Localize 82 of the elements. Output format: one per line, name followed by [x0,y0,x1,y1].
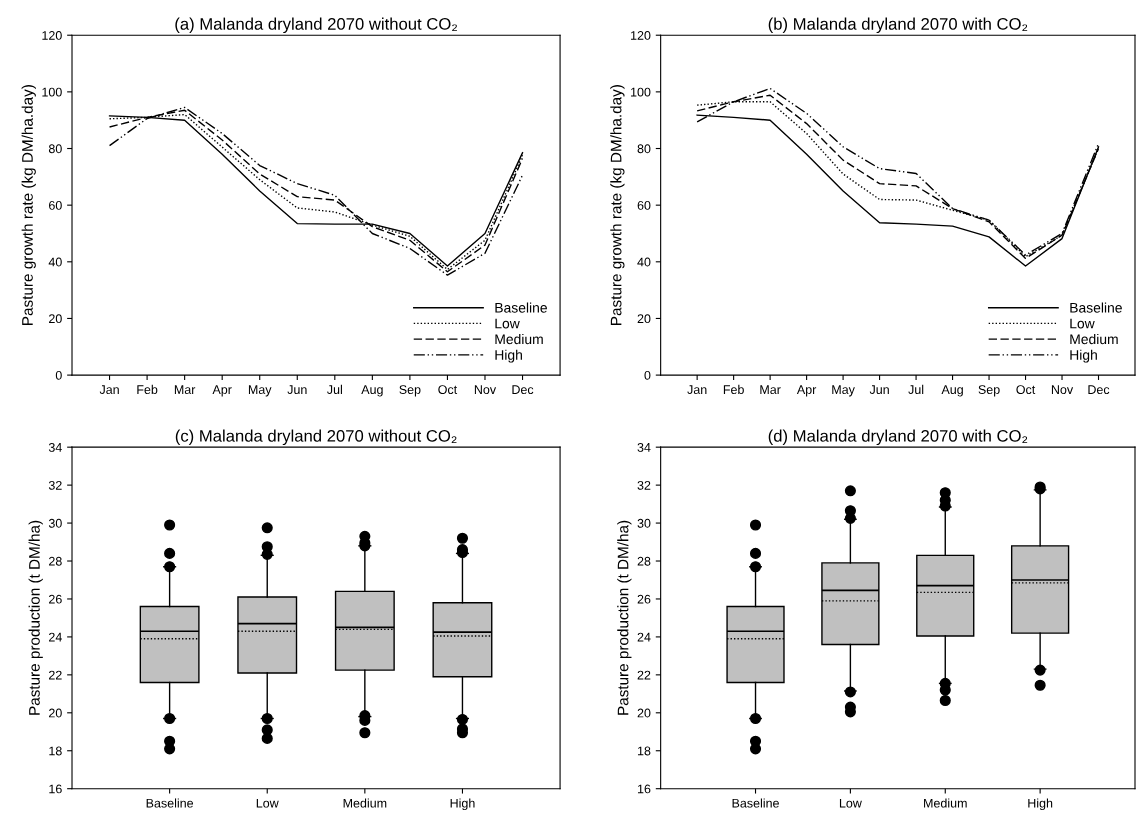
x-tick-label: Low [839,798,862,808]
y-tick-label: 0 [644,370,651,380]
chart-title: (b) Malanda dryland 2070 with CO₂ [768,17,1028,34]
x-tick-label: Dec [512,385,534,395]
legend-label: High [1070,349,1097,363]
y-tick-label: 80 [637,144,651,154]
x-tick-label: Apr [796,385,817,397]
y-tick-label: 34 [637,442,651,452]
x-tick-label: Oct [438,385,458,395]
y-tick-label: 28 [637,556,651,566]
legend-label: Low [1070,318,1095,329]
x-tick-label: High [1028,798,1053,811]
y-tick-label: 60 [637,200,651,210]
y-tick-label: 20 [49,708,62,718]
legend-label: Low [495,318,520,329]
y-tick-label: 20 [49,314,62,324]
y-tick-label: 100 [42,87,62,97]
x-tick-label: Mar [174,385,196,395]
y-tick-label: 32 [48,480,62,490]
y-tick-label: 20 [637,314,651,324]
x-tick-label: Dec [1088,385,1110,395]
x-tick-label: Mar [760,385,781,395]
y-tick-label: 18 [637,746,651,756]
y-tick-label: 120 [631,31,651,40]
x-tick-label: Jan [687,385,707,395]
y-tick-label: 16 [637,784,651,794]
y-tick-label: 16 [49,784,62,794]
legend-label: Medium [1070,333,1118,345]
y-axis-title: Pasture growth rate (kg DM/ha.day) [610,85,625,325]
x-tick-label: May [248,385,272,397]
x-tick-label: Nov [474,385,497,395]
y-axis-title: Pasture growth rate (kg DM/ha.day) [21,85,36,325]
y-tick-label: 0 [55,370,62,380]
y-tick-label: 60 [49,200,62,210]
x-tick-label: Apr [212,385,232,397]
x-tick-label: Jul [327,384,342,395]
y-tick-label: 30 [637,518,651,528]
x-tick-label: Oct [1016,385,1036,395]
y-tick-label: 24 [637,632,651,642]
x-tick-label: May [832,385,855,397]
legend-label: Baseline [495,302,547,313]
y-tick-label: 40 [48,257,62,267]
x-tick-label: Medium [924,798,967,808]
y-tick-label: 40 [637,257,651,267]
y-tick-label: 100 [631,87,651,97]
chart-title: (c) Malanda dryland 2070 without CO₂ [175,429,457,446]
x-tick-label: Baseline [732,798,779,808]
y-axis-title: Pasture production (t DM/ha) [28,520,43,715]
legend-label: Medium [495,333,543,345]
y-tick-label: 80 [48,144,62,154]
y-tick-label: 120 [42,31,62,40]
y-tick-label: 18 [49,746,62,756]
y-tick-label: 24 [49,632,62,642]
y-tick-label: 26 [49,594,62,604]
x-tick-label: Baseline [146,798,194,808]
x-tick-label: Nov [1051,385,1074,395]
y-tick-label: 34 [48,442,62,452]
y-tick-label: 26 [637,594,651,604]
x-tick-label: Aug [941,385,963,397]
y-tick-label: 20 [637,708,651,718]
legend-label: High [495,349,522,363]
x-tick-label: Medium [343,798,387,808]
x-tick-label: High [450,798,475,811]
y-tick-label: 22 [637,670,651,680]
x-tick-label: Jun [869,385,889,395]
x-tick-label: Jul [908,384,924,395]
legend-label: Baseline [1070,302,1122,313]
y-axis-title: Pasture production (t DM/ha) [617,520,632,715]
chart-title: (a) Malanda dryland 2070 without CO₂ [175,17,457,34]
x-tick-label: Feb [723,384,744,395]
x-tick-label: Feb [137,384,158,395]
x-tick-label: Sep [978,385,1000,397]
y-tick-label: 30 [48,518,62,528]
y-tick-label: 32 [637,480,651,490]
x-tick-label: Jan [99,385,119,395]
x-tick-label: Aug [361,385,383,397]
x-tick-label: Low [256,798,279,808]
chart-title: (d) Malanda dryland 2070 with CO₂ [768,429,1028,446]
x-tick-label: Jun [287,385,307,395]
x-tick-label: Sep [399,385,421,397]
y-tick-label: 22 [49,670,62,680]
y-tick-label: 28 [49,556,62,566]
